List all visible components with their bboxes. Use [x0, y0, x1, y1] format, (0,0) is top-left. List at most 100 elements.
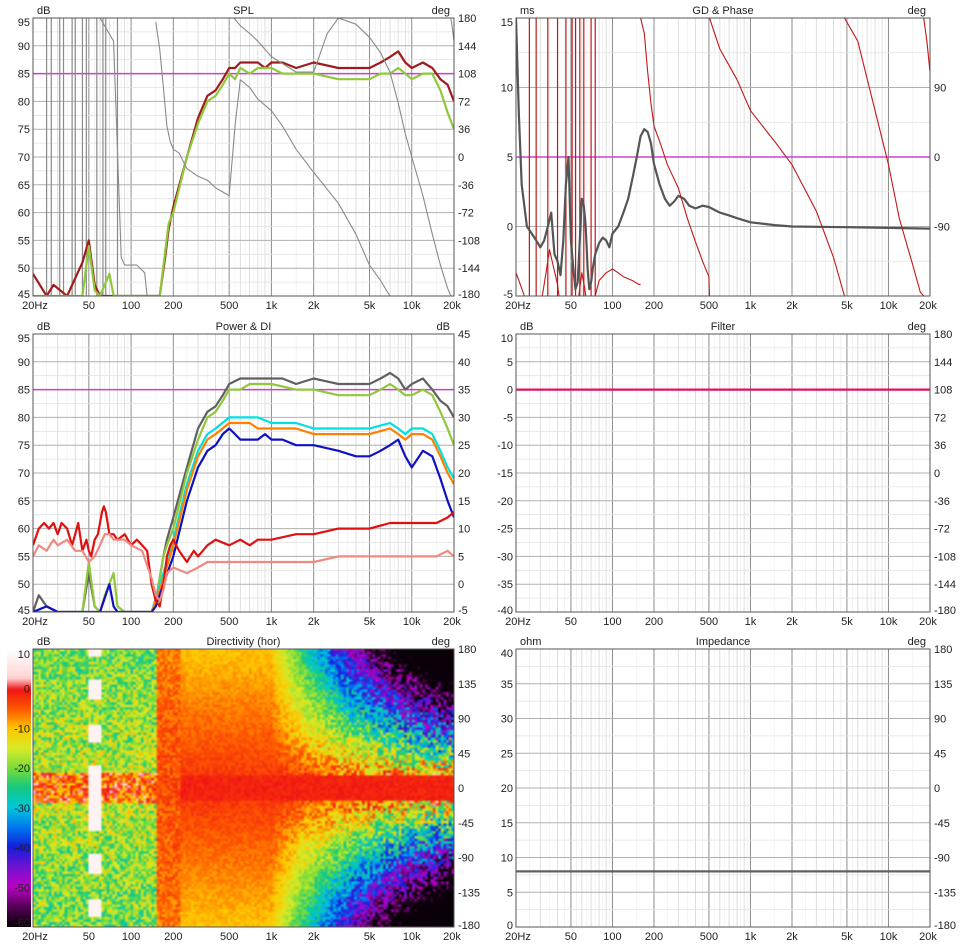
chart-title: Impedance	[696, 636, 750, 648]
right-tick-label: 180	[458, 13, 476, 25]
x-tick-label: 100	[603, 931, 621, 943]
x-tick-label: 1k	[266, 616, 278, 628]
right-unit-label: deg	[432, 636, 450, 648]
left-tick-label: -5	[503, 289, 513, 301]
colorbar-tick-label: -30	[14, 803, 30, 815]
right-tick-label: -135	[458, 887, 480, 899]
x-tick-label: 5k	[841, 931, 853, 943]
colorbar-tick-label: -40	[14, 843, 30, 855]
x-tick-label: 10k	[880, 300, 898, 312]
series-line-1	[33, 66, 454, 296]
right-tick-label: 0	[934, 783, 940, 795]
x-tick-label: 20k	[443, 931, 461, 943]
x-tick-label: 1k	[745, 931, 757, 943]
chart-title: GD & Phase	[692, 5, 753, 17]
left-tick-label: 80	[18, 96, 30, 108]
plot-frame	[515, 17, 931, 297]
plot-frame	[32, 17, 455, 297]
x-tick-label: 2k	[786, 931, 798, 943]
left-tick-label: 70	[18, 468, 30, 480]
left-tick-label: 35	[501, 679, 513, 691]
right-tick-label: -144	[934, 579, 956, 591]
right-tick-label: 45	[458, 329, 470, 341]
right-tick-label: 90	[934, 714, 946, 726]
x-tick-label: 500	[220, 931, 238, 943]
x-tick-label: 5k	[364, 931, 376, 943]
x-tick-label: 200	[645, 300, 663, 312]
left-unit-label: dB	[520, 321, 533, 333]
left-tick-label: 5	[507, 357, 513, 369]
x-tick-label: 20Hz	[505, 616, 531, 628]
series-line-3	[578, 272, 587, 296]
x-tick-label: 50	[565, 616, 577, 628]
left-tick-label: 0	[507, 920, 513, 932]
series-group	[33, 371, 454, 612]
right-tick-label: 90	[934, 83, 946, 95]
left-tick-label: 50	[18, 579, 30, 591]
x-tick-label: 100	[122, 616, 140, 628]
left-tick-label: 80	[18, 412, 30, 424]
left-tick-label: 0	[507, 385, 513, 397]
right-tick-label: 0	[934, 152, 940, 164]
plot-frame	[515, 333, 931, 613]
right-tick-label: 45	[458, 748, 470, 760]
x-tick-label: 20Hz	[505, 931, 531, 943]
x-tick-label: 20Hz	[22, 616, 48, 628]
x-tick-label: 2k	[308, 931, 320, 943]
right-unit-label: deg	[432, 5, 450, 17]
left-tick-label: -40	[497, 605, 513, 617]
left-tick-label: 65	[18, 180, 30, 192]
series-line-3	[233, 18, 339, 73]
left-tick-label: 10	[501, 83, 513, 95]
right-tick-label: 40	[458, 357, 470, 369]
left-tick-label: -20	[497, 496, 513, 508]
right-tick-label: 20	[458, 468, 470, 480]
colorbar-tick-label: -50	[14, 882, 30, 894]
left-tick-label: 95	[18, 333, 30, 345]
x-tick-label: 500	[700, 616, 718, 628]
right-tick-label: -5	[458, 605, 468, 617]
x-tick-label: 20Hz	[22, 300, 48, 312]
right-tick-label: -72	[458, 208, 474, 220]
x-tick-label: 500	[220, 300, 238, 312]
series-line-2	[541, 249, 560, 296]
left-tick-label: -15	[497, 468, 513, 480]
x-tick-label: 500	[700, 931, 718, 943]
right-tick-label: -90	[934, 853, 950, 865]
left-tick-label: 60	[18, 208, 30, 220]
series-line-2	[155, 21, 391, 296]
grid	[32, 333, 455, 613]
left-tick-label: -10	[497, 440, 513, 452]
right-tick-label: -180	[934, 605, 956, 617]
right-tick-label: 72	[458, 96, 470, 108]
left-tick-label: 5	[507, 152, 513, 164]
left-tick-label: 85	[18, 385, 30, 397]
chart-title: Directivity (hor)	[207, 636, 281, 648]
left-tick-label: 50	[18, 263, 30, 275]
x-tick-label: 10k	[403, 300, 421, 312]
x-tick-label: 2k	[786, 616, 798, 628]
right-tick-label: 72	[934, 412, 946, 424]
left-tick-label: 60	[18, 524, 30, 536]
x-tick-label: 10k	[880, 931, 898, 943]
colorbar-tick-label: -60	[14, 917, 30, 929]
left-tick-label: 90	[18, 41, 30, 53]
x-tick-label: 20Hz	[22, 931, 48, 943]
left-tick-label: 55	[18, 235, 30, 247]
plot-frame	[515, 648, 931, 928]
x-tick-label: 5k	[841, 300, 853, 312]
right-tick-label: 180	[934, 644, 952, 656]
colorbar-tick-label: 10	[18, 649, 30, 661]
right-tick-label: -180	[458, 289, 480, 301]
right-tick-label: 144	[458, 41, 476, 53]
left-unit-label: dB	[37, 321, 50, 333]
right-tick-label: 108	[934, 385, 952, 397]
plot-frame	[32, 333, 455, 613]
left-tick-label: 70	[18, 152, 30, 164]
right-tick-label: -36	[458, 180, 474, 192]
right-tick-label: -36	[934, 496, 950, 508]
right-tick-label: 0	[458, 579, 464, 591]
right-tick-label: 0	[934, 468, 940, 480]
left-tick-label: 30	[501, 714, 513, 726]
